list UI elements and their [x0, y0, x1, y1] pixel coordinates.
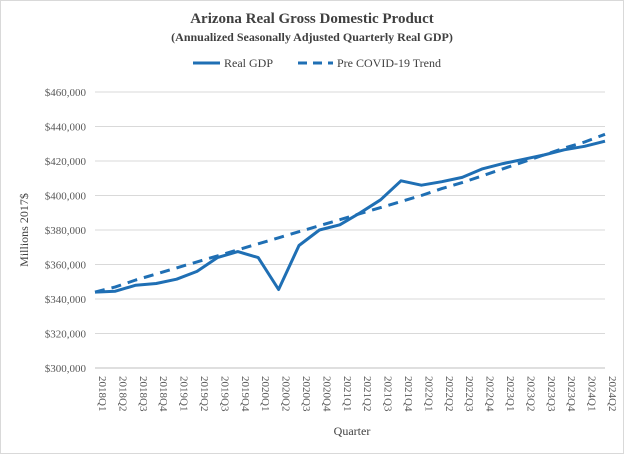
x-tick-label: 2022Q1: [422, 376, 434, 411]
chart-subtitle: (Annualized Seasonally Adjusted Quarterl…: [171, 30, 453, 44]
y-tick-label: $400,000: [45, 191, 87, 203]
x-tick-label: 2023Q4: [565, 376, 577, 412]
y-tick-label: $420,000: [45, 156, 87, 168]
x-tick-label: 2020Q3: [300, 376, 312, 412]
x-tick-label: 2018Q1: [96, 376, 108, 411]
x-tick-label: 2023Q3: [545, 376, 557, 412]
series-line-pre-covid-trend: [94, 132, 606, 294]
x-tick-label: 2018Q2: [116, 376, 128, 411]
x-tick-label: 2019Q1: [178, 376, 190, 411]
x-tick-label: 2023Q2: [524, 376, 536, 411]
x-tick-label: 2019Q4: [239, 376, 251, 412]
y-tick-label: $300,000: [45, 363, 87, 375]
x-tick-label: 2020Q1: [259, 376, 271, 411]
x-tick-label: 2024Q2: [606, 376, 618, 411]
series-lines: [94, 132, 606, 294]
x-tick-label: 2020Q2: [280, 376, 292, 411]
legend-label-trend: Pre COVID-19 Trend: [337, 56, 441, 70]
y-tick-label: $380,000: [45, 225, 87, 237]
x-tick-label: 2022Q2: [443, 376, 455, 411]
x-tick-label: 2022Q4: [484, 376, 496, 412]
gridlines: [95, 91, 605, 369]
y-tick-label: $440,000: [45, 122, 87, 134]
x-axis-title: Quarter: [334, 424, 371, 438]
chart-title: Arizona Real Gross Domestic Product: [190, 11, 434, 27]
x-tick-label: 2018Q3: [137, 376, 149, 412]
x-tick-label: 2021Q2: [361, 376, 373, 411]
y-tick-label: $340,000: [45, 294, 87, 306]
y-tick-label: $320,000: [45, 329, 87, 341]
x-tick-label: 2021Q1: [341, 376, 353, 411]
x-tick-label: 2018Q4: [157, 376, 169, 412]
x-tick-label: 2021Q4: [402, 376, 414, 412]
x-axis-ticks: 2018Q1 2018Q2 2018Q3 2018Q4 2019Q1 2019Q2 2019…: [96, 376, 618, 412]
x-tick-label: 2019Q2: [198, 376, 210, 411]
series-line-real-gdp: [94, 139, 606, 294]
y-tick-label: $360,000: [45, 260, 87, 272]
y-axis-title: Millions 2017$: [17, 193, 31, 267]
x-tick-label: 2021Q3: [382, 376, 394, 412]
legend: Real GDP Pre COVID-19 Trend: [193, 56, 441, 70]
x-tick-label: 2023Q1: [504, 376, 516, 411]
legend-label-real-gdp: Real GDP: [224, 56, 273, 70]
x-tick-label: 2019Q3: [218, 376, 230, 412]
x-tick-label: 2020Q4: [320, 376, 332, 412]
x-tick-label: 2022Q3: [463, 376, 475, 412]
y-tick-label: $460,000: [45, 87, 87, 99]
y-axis-ticks: $300,000 $320,000 $340,000 $360,000 $380,000…: [45, 87, 87, 375]
x-tick-label: 2024Q1: [586, 376, 598, 411]
